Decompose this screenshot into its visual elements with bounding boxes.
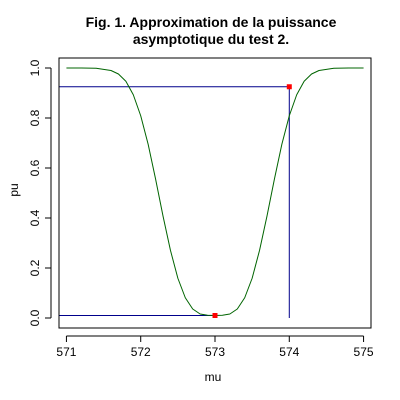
x-tick-label-575: 575 xyxy=(354,345,374,359)
x-tick-label-571: 571 xyxy=(56,345,76,359)
plot-frame xyxy=(58,57,372,329)
y-axis-label: pu xyxy=(7,183,21,196)
y-tick-label-1: 0.2 xyxy=(28,259,42,276)
y-tick-label-4: 0.8 xyxy=(28,109,42,126)
reference-line-2 xyxy=(59,86,290,318)
x-tick-label-573: 573 xyxy=(205,345,225,359)
y-tick-label-5: 1.0 xyxy=(28,59,42,76)
highlighted-point-2 xyxy=(286,84,292,90)
plot-area xyxy=(59,67,364,318)
axes: 571 572 573 574 575 0.0 0.2 0.4 0.6 0.8 1.0 xyxy=(28,57,374,359)
chart-title-line-1: Fig. 1. Approximation de la puissance xyxy=(86,14,337,30)
x-axis-label: mu xyxy=(205,370,222,384)
x-tick-label-574: 574 xyxy=(279,345,299,359)
highlighted-point-1 xyxy=(212,313,218,318)
y-tick-label-3: 0.6 xyxy=(28,159,42,176)
y-tick-label-2: 0.4 xyxy=(28,209,42,226)
x-tick-label-572: 572 xyxy=(131,345,151,359)
chart-title-line-2: asymptotique du test 2. xyxy=(133,31,289,47)
series-line-1 xyxy=(66,67,364,316)
y-tick-label-0: 0.0 xyxy=(28,309,42,326)
